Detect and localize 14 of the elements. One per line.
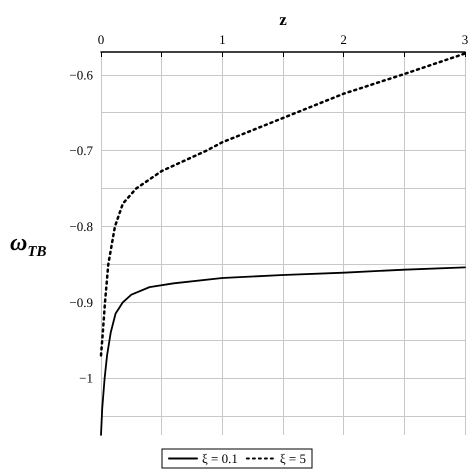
y-tick-label: −0.9: [69, 294, 93, 310]
x-tick-label: 3: [462, 32, 468, 47]
y-tick-label: −0.8: [69, 218, 93, 234]
y-axis-title: ω$_{TB}$: [10, 230, 47, 261]
x-axis-title: z: [279, 10, 288, 30]
legend-label: ξ = 0.1: [202, 451, 238, 466]
legend-label: ξ = 5: [280, 451, 306, 466]
y-tick-label: −0.7: [69, 143, 94, 158]
y-tick-label: −0.6: [69, 67, 94, 82]
x-tick-label: 0: [98, 32, 104, 47]
x-tick-label: 1: [219, 32, 226, 47]
x-tick-label: 2: [340, 32, 347, 47]
line-series: [100, 266, 466, 436]
y-tick-label: −1: [79, 370, 93, 386]
